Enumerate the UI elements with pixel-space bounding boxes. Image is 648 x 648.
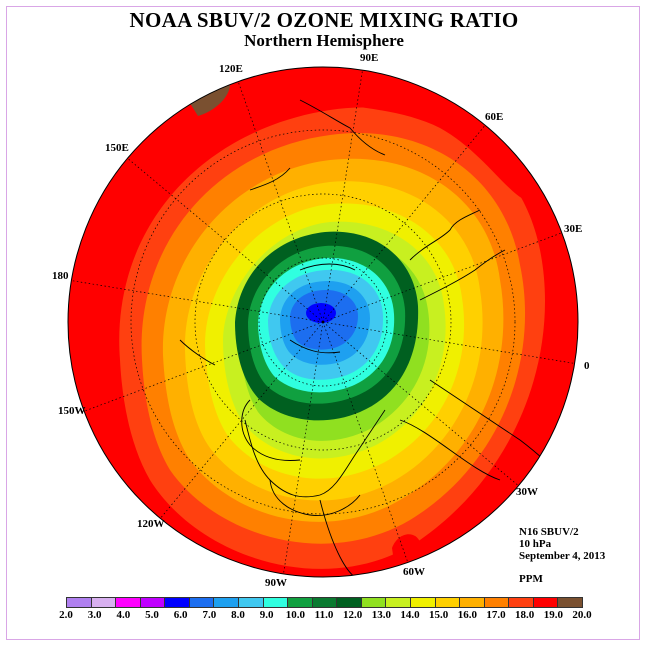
lon-label: 30W [516,486,538,498]
colorbar-tick-label: 13.0 [371,609,391,621]
graticule [68,67,578,577]
colorbar-swatch [188,597,215,608]
colorbar-swatch [139,597,166,608]
colorbar-tick-label: 20.0 [572,609,592,621]
figure-frame [6,6,640,640]
colorbar-tick-label: 19.0 [543,609,563,621]
ozone-field [68,67,578,577]
colorbar-tick-label: 17.0 [486,609,506,621]
colorbar-swatch [115,597,141,608]
lon-label: 90W [265,577,287,589]
colorbar-swatch [262,597,289,608]
colorbar-swatch [557,597,583,608]
colorbar-swatch [90,597,117,608]
map-title: NOAA SBUV/2 OZONE MIXING RATIO [129,8,519,32]
lon-label: 120W [137,518,165,530]
lon-label: 90E [360,52,378,64]
colorbar-tick-label: 12.0 [343,609,363,621]
colorbar-tick-label: 8.0 [231,609,245,621]
colorbar-swatch [213,597,239,608]
lon-label: 120E [219,63,243,75]
lon-label: 180 [52,270,69,282]
colorbar-tick-label: 15.0 [429,609,449,621]
colorbar-tick-label: 7.0 [202,609,217,621]
ozone-minimum [306,303,336,323]
colorbar-swatch [238,597,264,608]
colorbar-tick-label: 2.0 [59,609,73,621]
colorbar-swatch [532,597,559,608]
lon-label: 150E [105,142,129,154]
colorbar-swatch [508,597,534,608]
colorbar-tick-label: 11.0 [314,609,334,621]
date-label: September 4, 2013 [519,550,606,562]
colorbar-swatch [311,597,338,608]
colorbar-tick-label: 16.0 [457,609,477,621]
lon-label: 30E [564,223,582,235]
colorbar-swatch [410,597,436,608]
units-label: PPM [519,573,543,585]
colorbar-tick-label: 6.0 [173,609,188,621]
colorbar-tick-label: 10.0 [285,609,305,621]
colorbar-tick-label: 4.0 [116,609,131,621]
longitude-labels: 90E 60E 30E 0 30W 60W 90W 120W 150W 180 … [52,52,590,589]
red-max-patch [392,534,420,564]
colorbar-tick-label: 3.0 [87,609,102,621]
colorbar-tick-label: 14.0 [400,609,420,621]
lon-label: 60E [485,111,503,123]
colorbar-swatch [336,597,362,608]
colorbar-swatch [434,597,461,608]
coastlines [179,99,566,577]
colorbar-swatch [459,597,485,608]
colorbar-tick-label: 9.0 [259,609,274,621]
map-subtitle: Northern Hemisphere [244,31,404,50]
colorbar-swatch [483,597,510,608]
map-border [67,66,579,578]
lon-label: 60W [403,566,425,578]
colorbar-swatch [287,597,313,608]
lon-label: 0 [584,360,590,372]
colorbar-swatch [385,597,411,608]
level-label: 10 hPa [519,538,552,550]
lon-label: 150W [58,405,86,417]
colorbar-tick-label: 18.0 [515,609,535,621]
colorbar-tick-label: 5.0 [145,609,159,621]
colorbar-swatch [66,597,92,608]
colorbar-swatch [164,597,190,608]
red-max-patch [480,461,521,520]
colorbar-swatch [360,597,387,608]
instrument-label: N16 SBUV/2 [519,526,579,538]
